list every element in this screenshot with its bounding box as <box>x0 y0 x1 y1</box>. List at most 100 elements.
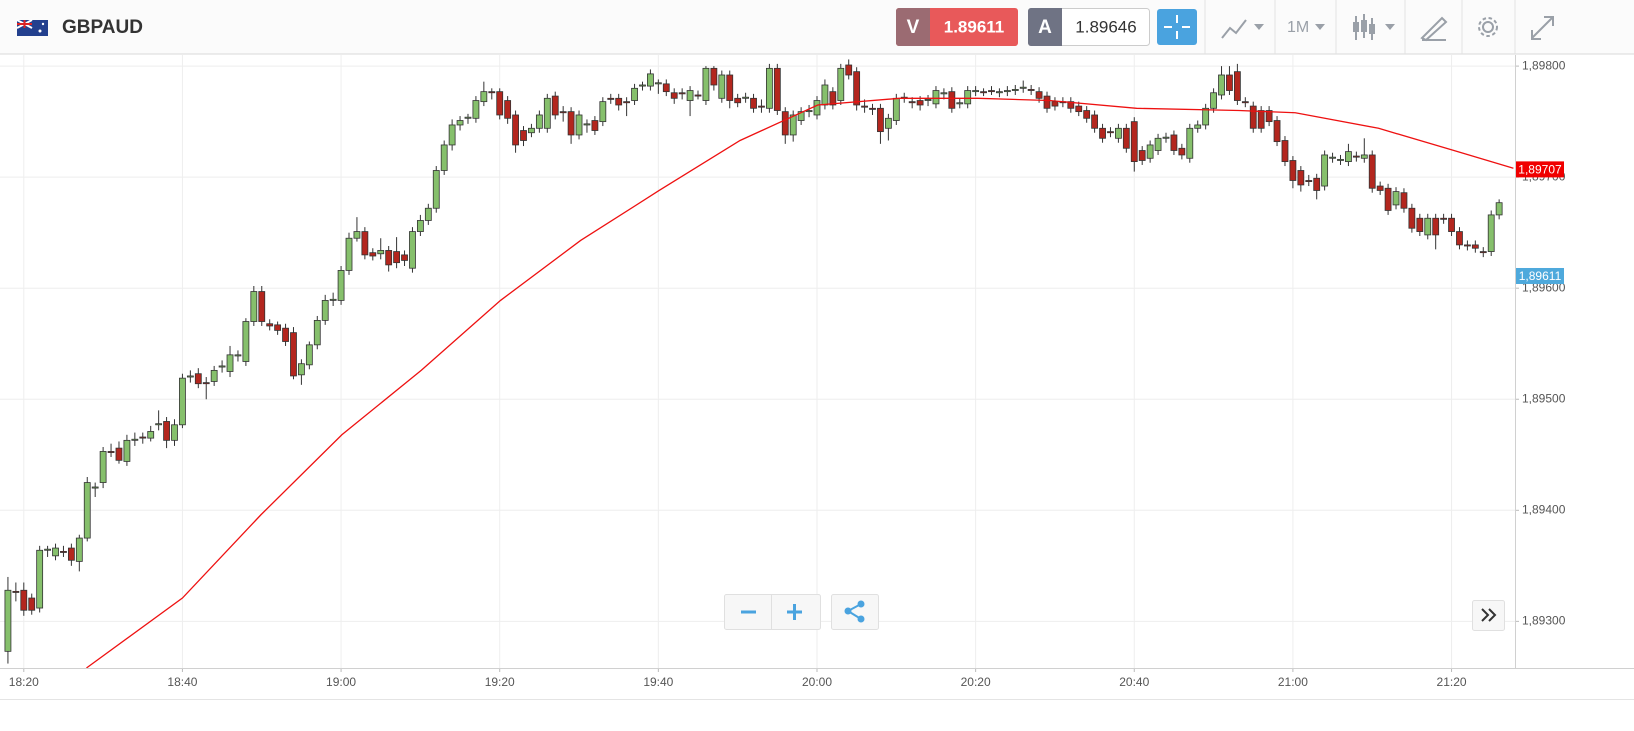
share-button[interactable] <box>831 594 879 630</box>
candle-body <box>670 92 678 99</box>
candle-body <box>290 332 297 377</box>
candle-body <box>916 100 924 106</box>
candle-body <box>694 94 702 97</box>
candle-body <box>996 91 1003 94</box>
moving-average <box>86 97 1514 669</box>
candle-body <box>1138 150 1146 161</box>
candle-body <box>1265 110 1273 123</box>
sell-price: 1.89611 <box>944 17 1005 36</box>
indicator-button[interactable] <box>1221 19 1264 39</box>
candle-body <box>186 375 194 378</box>
y-tick-label: 1,89800 <box>1522 58 1566 72</box>
plot-area: 1,893001,894001,895001,896001,897001,898… <box>0 55 1566 689</box>
x-tick-label: 18:20 <box>9 675 39 689</box>
candle-body <box>1281 140 1289 163</box>
candle-body <box>1122 127 1130 149</box>
buy-price: 1.89646 <box>1075 17 1136 36</box>
candle-body <box>345 237 353 271</box>
candle-body <box>1424 217 1432 236</box>
price-tag-label: 1,89611 <box>1519 269 1562 283</box>
candle-body <box>424 207 432 221</box>
candle-body <box>393 251 400 264</box>
chart-type-button[interactable] <box>1353 14 1395 40</box>
candle-body <box>972 90 980 93</box>
candle-body <box>543 97 551 129</box>
candle-body <box>107 451 115 453</box>
candle-body <box>179 377 186 426</box>
candle-body <box>1170 134 1178 151</box>
x-tick-label: 20:40 <box>1119 675 1149 689</box>
candle-body <box>139 436 147 439</box>
scroll-end-button[interactable] <box>1472 600 1505 631</box>
candle-body <box>1432 217 1440 236</box>
candle-body <box>1337 158 1344 161</box>
candle-body <box>853 71 861 106</box>
candle-body <box>1313 177 1321 191</box>
candle-body <box>242 321 250 362</box>
candle-body <box>765 67 773 109</box>
candle-body <box>869 107 876 110</box>
candle-body <box>1241 101 1249 104</box>
candle-body <box>1091 114 1099 129</box>
timeframe-button[interactable]: 1M <box>1287 19 1325 36</box>
symbol: GBPAUD <box>62 17 143 38</box>
candle-body <box>1067 101 1075 109</box>
draw-button[interactable] <box>1420 16 1448 42</box>
candle-body <box>718 74 726 99</box>
candle-body <box>1210 92 1217 109</box>
candle-body <box>1083 110 1091 119</box>
settings-button[interactable] <box>1478 17 1498 37</box>
candle-body <box>1249 105 1257 129</box>
candle-body <box>980 91 987 94</box>
candle-body <box>1003 90 1011 93</box>
candle-body <box>361 231 369 256</box>
candle-body <box>1440 217 1448 220</box>
candle-body <box>329 298 337 301</box>
candle-body <box>940 92 948 95</box>
crosshair-button[interactable] <box>1157 9 1197 45</box>
candle-body <box>1273 120 1281 143</box>
candle-body <box>385 250 393 266</box>
candle-body <box>1345 151 1352 163</box>
candle-body <box>1321 154 1329 187</box>
sell-label: V <box>907 17 920 38</box>
candle-body <box>861 105 868 108</box>
candle-body <box>758 105 765 108</box>
candle-body <box>583 123 591 126</box>
candle-body <box>131 438 139 441</box>
candle-body <box>448 124 456 146</box>
buy-label: A <box>1038 17 1052 38</box>
candle-body <box>1289 160 1297 181</box>
candle-body <box>512 114 519 146</box>
x-tick-label: 19:40 <box>643 675 673 689</box>
candle-body <box>1162 136 1170 139</box>
candle-body <box>44 548 51 551</box>
x-tick-label: 20:00 <box>802 675 832 689</box>
candle-body <box>258 291 266 322</box>
candle-body <box>948 91 956 109</box>
candle-body <box>36 549 44 609</box>
candle-body <box>797 111 805 121</box>
candle-body <box>250 291 258 322</box>
candle-body <box>1329 156 1336 159</box>
candle-body <box>654 82 662 85</box>
candle-body <box>988 90 995 93</box>
candle-body <box>83 482 91 539</box>
zoom-in-button[interactable] <box>787 604 802 620</box>
candle-body <box>313 320 321 346</box>
candle-body <box>1376 185 1384 191</box>
candle-body <box>1035 91 1043 99</box>
candle-body <box>274 324 282 331</box>
candle-body <box>1130 121 1138 163</box>
candle-body <box>1408 207 1416 229</box>
toolbar-separators <box>1204 0 1516 54</box>
fullscreen-button[interactable] <box>1531 16 1554 40</box>
candle-body <box>599 101 607 123</box>
candle-body <box>91 486 99 489</box>
buy-button[interactable]: A 1.89646 <box>1028 8 1150 46</box>
candle-body <box>99 451 107 483</box>
candle-body <box>1202 107 1210 126</box>
x-tick-label: 19:00 <box>326 675 356 689</box>
sell-button[interactable]: V 1.89611 <box>896 8 1018 46</box>
